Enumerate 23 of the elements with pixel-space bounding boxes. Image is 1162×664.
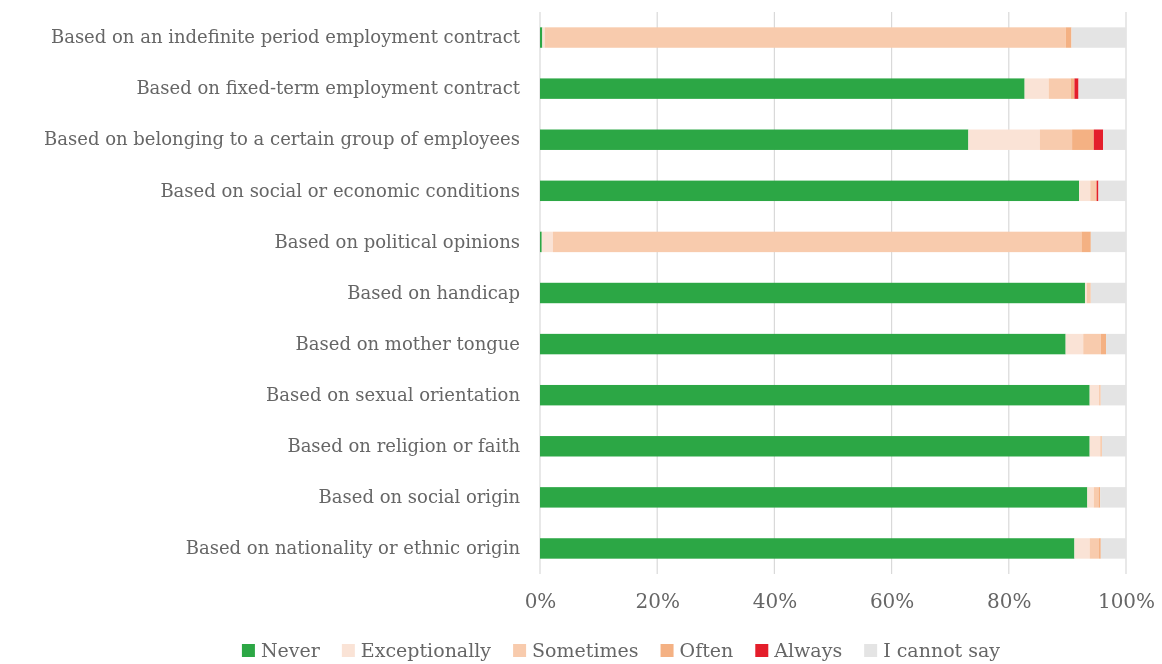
legend-label: Exceptionally: [360, 639, 492, 661]
y-tick-label: Based on fixed-term employment contract: [136, 77, 521, 99]
y-tick-label: Based on an indefinite period employment contract: [50, 26, 521, 48]
legend-label: Sometimes: [532, 639, 639, 661]
legend-label: Always: [773, 639, 843, 661]
y-tick-label: Based on handicap: [347, 281, 520, 303]
y-tick-label: Based on nationality or ethnic origin: [185, 537, 521, 559]
y-tick-label: Based on political opinions: [274, 230, 520, 252]
y-tick-label: Based on mother tongue: [295, 332, 520, 354]
legend-label: Never: [260, 639, 321, 661]
y-tick-label: Based on belonging to a certain group of employees: [44, 128, 520, 150]
y-tick-label: Based on sexual orientation: [266, 383, 521, 405]
legend-label: Often: [679, 639, 734, 661]
x-tick-label: 40%: [752, 589, 798, 614]
y-tick-label: Based on religion or faith: [287, 435, 521, 457]
x-tick-label: 80%: [987, 589, 1032, 614]
y-tick-label: Based on social origin: [318, 486, 521, 508]
y-tick-label: Based on social or economic conditions: [160, 179, 520, 201]
x-tick-label: 100%: [1097, 589, 1156, 614]
x-tick-label: 60%: [869, 589, 915, 614]
x-tick-label: 20%: [635, 589, 680, 614]
x-tick-label: 0%: [524, 589, 557, 614]
legend-label: I cannot say: [883, 639, 1001, 661]
